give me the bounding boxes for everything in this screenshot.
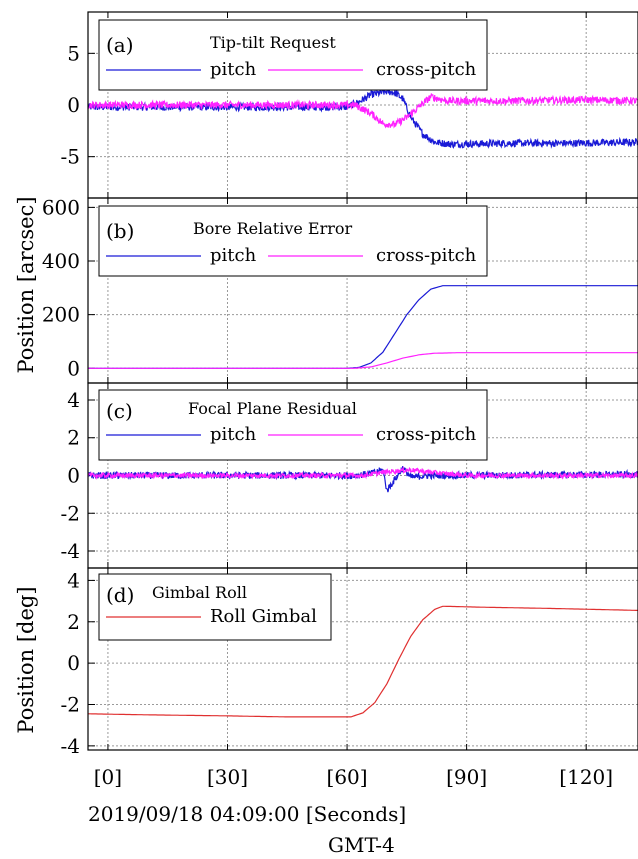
- legend-entry: cross-pitch: [376, 424, 477, 445]
- series-line-pitch: [88, 88, 638, 149]
- x-tick-label: [30]: [207, 765, 248, 789]
- panel-label: (a): [106, 33, 134, 57]
- timezone-label: GMT-4: [328, 833, 395, 857]
- legend-box: [98, 19, 488, 91]
- legend-entry: pitch: [210, 59, 257, 80]
- series-line-pitch: [88, 285, 638, 369]
- panel-focal-plane: 4 2 0 -2 -4 (c) Focal Plane Residual pitch cross…: [61, 382, 638, 569]
- y-tick-label: -2: [61, 501, 80, 525]
- series-line-roll-gimbal: [88, 605, 638, 718]
- panel-title: Focal Plane Residual: [188, 399, 357, 418]
- panel-title: Tip-tilt Request: [210, 33, 336, 52]
- y-tick-label: 2: [67, 610, 80, 634]
- legend-box: [98, 573, 332, 641]
- y-tick-label: -2: [61, 693, 80, 717]
- x-axis-label: 2019/09/18 04:09:00 [Seconds]: [88, 802, 406, 826]
- y-tick-label: -4: [61, 539, 80, 563]
- panel-gimbal-roll: 4 2 0 -2 -4 (d) Gimbal Roll Roll Gimbal: [61, 567, 638, 758]
- y-tick-label: 4: [67, 568, 80, 592]
- legend-entry: pitch: [210, 424, 257, 445]
- y-tick-label: -5: [61, 145, 80, 169]
- legend-focal-plane: (c) Focal Plane Residual pitch cross-pitch: [98, 389, 488, 461]
- legend-entry: cross-pitch: [376, 245, 477, 266]
- x-tick-label: [90]: [446, 765, 487, 789]
- panel-bore-error: 600 400 200 0 (b) Bore Relative Error pitch cro…: [42, 195, 638, 384]
- y-tick-label: 4: [67, 388, 80, 412]
- panel-tip-tilt: 5 0 -5 (a) Tip-tilt Request pitch cross-pitch: [61, 11, 638, 199]
- y-tick-label: 2: [67, 426, 80, 450]
- y-tick-label: 0: [67, 464, 80, 488]
- series-line-cross-pitch: [88, 352, 638, 369]
- y-tick-label: 0: [67, 93, 80, 117]
- y-axis-label-deg: Position [deg]: [14, 586, 38, 733]
- panel-frame: [87, 567, 638, 751]
- legend-tip-tilt: (a) Tip-tilt Request pitch cross-pitch: [98, 19, 488, 91]
- legend-entry: pitch: [210, 245, 257, 266]
- x-tick-labels: [0] [30] [60] [90] [120]: [94, 765, 613, 789]
- series-line-cross-pitch: [88, 93, 638, 129]
- y-tick-label: 200: [42, 303, 80, 327]
- y-tick-label: 5: [67, 41, 80, 65]
- y-tick-label: -4: [61, 734, 80, 758]
- legend-bore-error: (b) Bore Relative Error pitch cross-pitch: [98, 205, 488, 277]
- legend-gimbal-roll: (d) Gimbal Roll Roll Gimbal: [98, 573, 332, 641]
- y-axis-label-arcsec: Position [arcsec]: [14, 196, 38, 373]
- x-tick-label: [0]: [94, 765, 122, 789]
- series-line-pitch: [88, 465, 638, 493]
- legend-entry: cross-pitch: [376, 59, 477, 80]
- y-tick-label: 0: [67, 651, 80, 675]
- y-tick-label: 600: [42, 195, 80, 219]
- x-tick-label: [60]: [327, 765, 368, 789]
- panel-title: Bore Relative Error: [193, 219, 353, 238]
- legend-box: [98, 205, 488, 277]
- y-tick-label: 0: [67, 356, 80, 380]
- panel-label: (b): [106, 219, 134, 243]
- series-line-cross-pitch: [88, 465, 638, 480]
- x-tick-label: [120]: [559, 765, 613, 789]
- legend-entry: Roll Gimbal: [210, 606, 317, 627]
- y-tick-label: 400: [42, 249, 80, 273]
- panel-label: (c): [106, 399, 133, 423]
- panel-title: Gimbal Roll: [152, 583, 247, 602]
- panel-label: (d): [106, 583, 134, 607]
- legend-box: [98, 389, 488, 461]
